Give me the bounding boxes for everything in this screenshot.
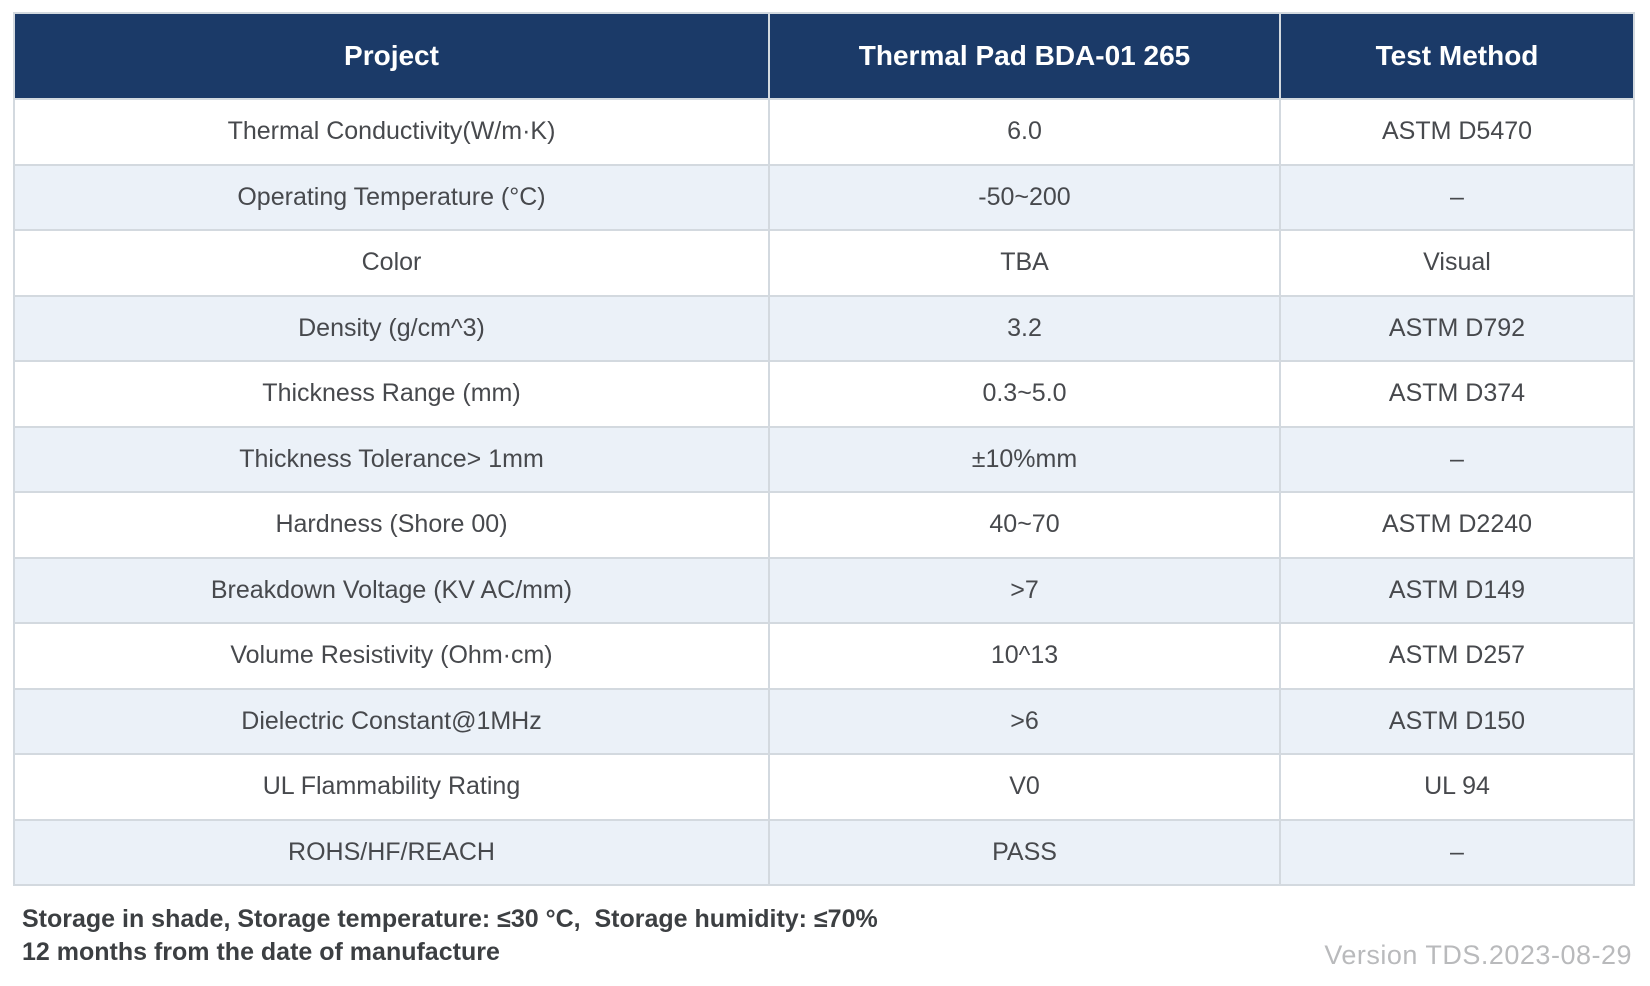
test-method-cell: ASTM D150 (1279, 687, 1635, 755)
table-row: Color TBA Visual (13, 229, 1635, 297)
property-name-cell: Hardness (Shore 00) (13, 491, 770, 559)
property-name-cell: ROHS/HF/REACH (13, 818, 770, 886)
test-method-cell: UL 94 (1279, 753, 1635, 821)
table-header-row: Project Thermal Pad BDA-01 265 Test Meth… (13, 12, 1635, 100)
storage-note: Storage in shade, Storage temperature: ≤… (22, 905, 878, 966)
column-header-product: Thermal Pad BDA-01 265 (768, 12, 1281, 100)
table-row: Thermal Conductivity(W/m·K) 6.0 ASTM D5470 (13, 98, 1635, 166)
property-name-cell: Color (13, 229, 770, 297)
test-method-cell: ASTM D2240 (1279, 491, 1635, 559)
column-header-project: Project (13, 12, 770, 100)
value-cell: -50~200 (768, 163, 1281, 231)
property-name-cell: UL Flammability Rating (13, 753, 770, 821)
table-row: UL Flammability Rating V0 UL 94 (13, 753, 1635, 821)
column-header-test-method: Test Method (1279, 12, 1635, 100)
value-cell: 6.0 (768, 98, 1281, 166)
value-cell: 3.2 (768, 294, 1281, 362)
value-cell: 0.3~5.0 (768, 360, 1281, 428)
version-label: Version TDS.2023-08-29 (1324, 940, 1632, 970)
property-name-cell: Breakdown Voltage (KV AC/mm) (13, 556, 770, 624)
property-name-cell: Thickness Range (mm) (13, 360, 770, 428)
value-cell: 40~70 (768, 491, 1281, 559)
test-method-cell: ASTM D257 (1279, 622, 1635, 690)
table-row: Hardness (Shore 00) 40~70 ASTM D2240 (13, 491, 1635, 559)
table-row: Dielectric Constant@1MHz >6 ASTM D150 (13, 687, 1635, 755)
test-method-cell: ASTM D149 (1279, 556, 1635, 624)
value-cell: V0 (768, 753, 1281, 821)
property-name-cell: Volume Resistivity (Ohm·cm) (13, 622, 770, 690)
table-row: ROHS/HF/REACH PASS – (13, 818, 1635, 886)
table-row: Density (g/cm^3) 3.2 ASTM D792 (13, 294, 1635, 362)
property-name-cell: Dielectric Constant@1MHz (13, 687, 770, 755)
spec-table: Project Thermal Pad BDA-01 265 Test Meth… (13, 12, 1635, 886)
value-cell: PASS (768, 818, 1281, 886)
value-cell: >6 (768, 687, 1281, 755)
property-name-cell: Thermal Conductivity(W/m·K) (13, 98, 770, 166)
table-row: Volume Resistivity (Ohm·cm) 10^13 ASTM D25… (13, 622, 1635, 690)
value-cell: TBA (768, 229, 1281, 297)
value-cell: 10^13 (768, 622, 1281, 690)
value-cell: ±10%mm (768, 425, 1281, 493)
table-row: Thickness Tolerance> 1mm ±10%mm – (13, 425, 1635, 493)
property-name-cell: Thickness Tolerance> 1mm (13, 425, 770, 493)
test-method-cell: – (1279, 818, 1635, 886)
table-row: Thickness Range (mm) 0.3~5.0 ASTM D374 (13, 360, 1635, 428)
value-cell: >7 (768, 556, 1281, 624)
test-method-cell: ASTM D374 (1279, 360, 1635, 428)
test-method-cell: – (1279, 163, 1635, 231)
test-method-cell: ASTM D792 (1279, 294, 1635, 362)
table-row: Operating Temperature (°C) -50~200– (13, 163, 1635, 231)
property-name-cell: Operating Temperature (°C) (13, 163, 770, 231)
table-row: Breakdown Voltage (KV AC/mm) >7 ASTM D149 (13, 556, 1635, 624)
test-method-cell: – (1279, 425, 1635, 493)
test-method-cell: Visual (1279, 229, 1635, 297)
property-name-cell: Density (g/cm^3) (13, 294, 770, 362)
test-method-cell: ASTM D5470 (1279, 98, 1635, 166)
